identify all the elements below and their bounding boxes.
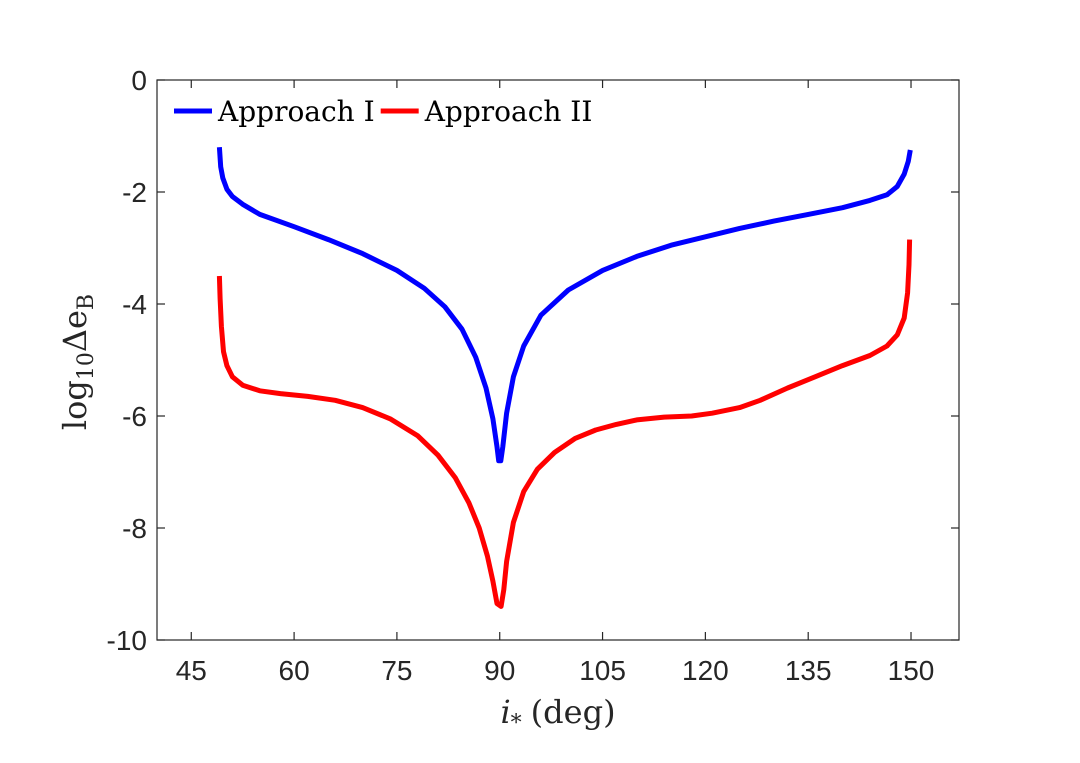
x-tick-label: 105 (579, 655, 626, 686)
x-tick-label: 75 (381, 655, 412, 686)
x-axis-title: i* (deg) (500, 693, 615, 736)
y-tick-label: -8 (122, 513, 147, 544)
x-axis-title-unit: (deg) (531, 693, 616, 731)
y-tick-label: -6 (122, 401, 147, 432)
y-axis-title-symbol: Δe (56, 310, 94, 352)
y-axis: 0 -2 -4 -6 -8 -10 (107, 65, 959, 656)
x-axis-title-sub: * (511, 711, 522, 736)
y-tick-label: -10 (107, 625, 147, 656)
y-tick-label: 0 (131, 65, 147, 96)
x-tick-label: 45 (176, 655, 207, 686)
x-tick-label: 150 (888, 655, 935, 686)
axes-box (156, 79, 960, 641)
x-tick-label: 135 (785, 655, 832, 686)
plot-area (156, 79, 960, 641)
series-lines (216, 147, 913, 609)
x-tick-label: 90 (484, 655, 515, 686)
legend-label-2: Approach II (424, 95, 593, 128)
x-tick-label: 120 (682, 655, 729, 686)
y-axis-title-log: log (56, 380, 94, 430)
y-tick-label: -2 (122, 177, 147, 208)
y-axis-title-log-sub: 10 (74, 352, 99, 380)
y-axis-title-symbol-sub: B (74, 294, 99, 310)
series-line-2 (216, 239, 913, 609)
y-axis-title: log10ΔeB (56, 294, 99, 430)
series-line-1 (216, 147, 913, 464)
legend: Approach I Approach II (174, 95, 592, 128)
x-axis: 45 60 75 90 105 120 135 150 (176, 80, 935, 686)
y-tick-label: -4 (122, 289, 147, 320)
x-axis-title-var: i (500, 693, 510, 731)
x-tick-label: 60 (279, 655, 310, 686)
legend-label-1: Approach I (217, 95, 375, 128)
